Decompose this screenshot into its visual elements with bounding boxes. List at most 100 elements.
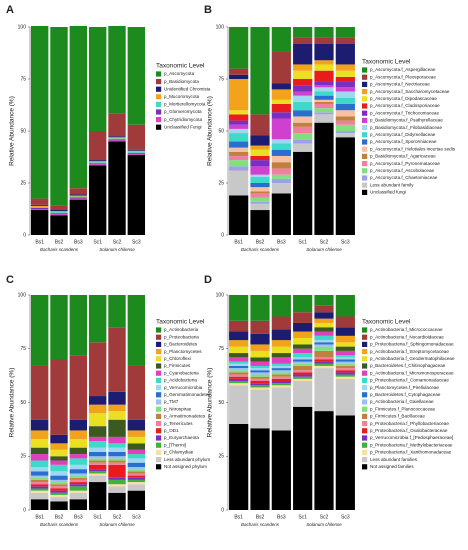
legend-label: p_Proteobacteria.f_Methylobacteriaceae xyxy=(370,442,453,447)
bar-segment xyxy=(293,357,313,360)
legend-label: Not assigned phylum xyxy=(164,464,207,469)
bar-segment xyxy=(314,335,334,341)
bar-segment xyxy=(127,473,146,476)
legend-swatch xyxy=(156,449,162,455)
bar-segment xyxy=(293,372,313,375)
bar-segment xyxy=(335,350,355,356)
bar-segment xyxy=(69,355,88,420)
legend-swatch xyxy=(156,370,162,376)
legend-label: Less abundant family xyxy=(370,182,414,187)
legend-swatch xyxy=(156,385,162,391)
bar-segment xyxy=(88,451,107,457)
bar-segment xyxy=(271,387,291,431)
bar-segment xyxy=(314,70,334,82)
bar-segment xyxy=(335,76,355,82)
bar-segment xyxy=(50,213,68,215)
bar-segment xyxy=(335,361,355,364)
legend-swatch xyxy=(156,349,162,355)
legend-swatch xyxy=(156,341,162,347)
bar-segment xyxy=(30,471,49,476)
bar-segment xyxy=(250,387,270,390)
bar-segment xyxy=(335,137,355,235)
group-label: Bacharis scandens xyxy=(241,247,280,252)
legend-label: p_Armatimonadetes xyxy=(164,414,206,419)
legend-title: Taxonomic Level xyxy=(156,63,205,70)
bar-segment xyxy=(335,355,355,358)
bar-segment xyxy=(335,120,355,125)
bar-segment xyxy=(50,456,68,461)
bar-segment xyxy=(314,295,334,306)
bar-segment xyxy=(250,176,270,183)
bar-segment xyxy=(335,376,355,379)
legend-swatch xyxy=(362,175,368,181)
bar-segment xyxy=(293,79,313,86)
bar-segment xyxy=(50,210,68,212)
bar-segment xyxy=(88,164,107,166)
legend-label: p_Proteobacteria.f_Comamonadaceae xyxy=(370,378,449,383)
y-tick-label: 50 xyxy=(20,128,26,134)
bar-segment xyxy=(229,110,249,115)
bar-segment xyxy=(293,322,313,332)
legend-swatch xyxy=(362,435,368,441)
legend-label: p_Basidiomycota xyxy=(164,79,199,84)
bar-segment xyxy=(271,372,291,375)
bar-segment xyxy=(314,344,334,347)
legend-swatch xyxy=(362,385,368,391)
x-tick-label: Sc1 xyxy=(93,239,102,245)
x-tick-label: Bs1 xyxy=(234,239,243,245)
bar-segment xyxy=(69,196,88,198)
bar-segment xyxy=(314,346,334,351)
bar-segment xyxy=(293,27,313,38)
bar-segment xyxy=(271,381,291,384)
bar-segment xyxy=(314,322,334,328)
group-label: Solanum chilense xyxy=(99,247,135,252)
bar-segment xyxy=(30,460,49,467)
bar-segment xyxy=(314,359,334,362)
bar-segment xyxy=(293,353,313,358)
bar-segment xyxy=(335,359,355,362)
bar-segment xyxy=(293,363,313,366)
legend-label: p_Planctomycetes xyxy=(164,349,202,354)
bar-segment xyxy=(314,64,334,71)
bar-segment xyxy=(108,411,126,420)
bar-segment xyxy=(271,112,291,119)
legend-label: Not assigned families xyxy=(370,464,414,469)
legend-label: p_Ascomycota.f_Saccharomycetaceae xyxy=(370,89,450,94)
bar-segment xyxy=(229,295,249,321)
bar-segment xyxy=(229,372,249,375)
group-label: Solanum chilense xyxy=(99,522,135,527)
bar-segment xyxy=(69,490,88,493)
bar-segment xyxy=(127,467,146,470)
bar-segment xyxy=(127,153,146,155)
bar-segment xyxy=(229,346,249,354)
bar-segment xyxy=(250,378,270,381)
x-tick-label: Sc3 xyxy=(132,514,141,520)
bar-segment xyxy=(335,370,355,373)
legend-label: p_Actinobacteria.f_Nocardioidaceae xyxy=(370,334,444,339)
bar-segment xyxy=(50,475,68,480)
x-tick-label: Sc2 xyxy=(320,239,329,245)
bar-segment xyxy=(271,383,291,386)
legend-label: p_Proteobacteria.f_Phyllobacteriaceae xyxy=(370,421,449,426)
bar-segment xyxy=(30,204,49,206)
bar-segment xyxy=(229,133,249,142)
bar-segment xyxy=(88,469,107,472)
bar-segment xyxy=(69,199,88,235)
legend-swatch xyxy=(362,132,368,138)
legend-swatch xyxy=(362,363,368,369)
bar-segment xyxy=(229,151,249,156)
bar-segment xyxy=(88,163,107,165)
y-tick-label: 75 xyxy=(218,346,224,352)
bar-segment xyxy=(271,378,291,381)
y-axis-label: Relative Abundance (%) xyxy=(207,96,214,166)
legend-swatch xyxy=(156,363,162,369)
x-tick-label: Bs1 xyxy=(35,514,44,520)
bar-segment xyxy=(293,37,313,44)
legend-swatch xyxy=(156,334,162,340)
bar-segment xyxy=(335,27,355,38)
bar-segment xyxy=(88,160,107,162)
legend-swatch xyxy=(156,413,162,419)
bar-segment xyxy=(229,383,249,386)
x-tick-label: Bs2 xyxy=(55,514,64,520)
